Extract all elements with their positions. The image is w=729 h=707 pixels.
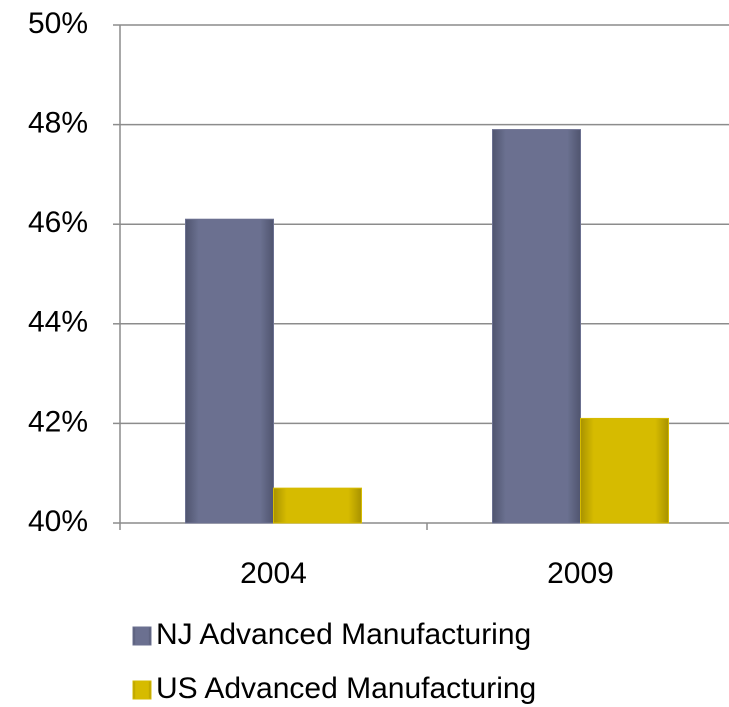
y-tick-label: 42% [28,405,88,438]
x-tick-label: 2004 [240,557,307,590]
x-tick-label: 2009 [547,557,614,590]
legend-label: US Advanced Manufacturing [156,672,536,705]
y-tick-label: 40% [28,505,88,538]
y-tick-label: 46% [28,206,88,239]
legend-swatch [132,626,152,646]
legend-swatch [132,680,152,700]
y-tick-label: 44% [28,306,88,339]
y-tick-label: 50% [28,7,88,40]
legend-label: NJ Advanced Manufacturing [156,618,531,651]
bar [273,487,362,524]
y-tick-label: 48% [28,107,88,140]
bar [580,417,669,524]
bar [185,218,274,524]
bar [492,129,581,524]
